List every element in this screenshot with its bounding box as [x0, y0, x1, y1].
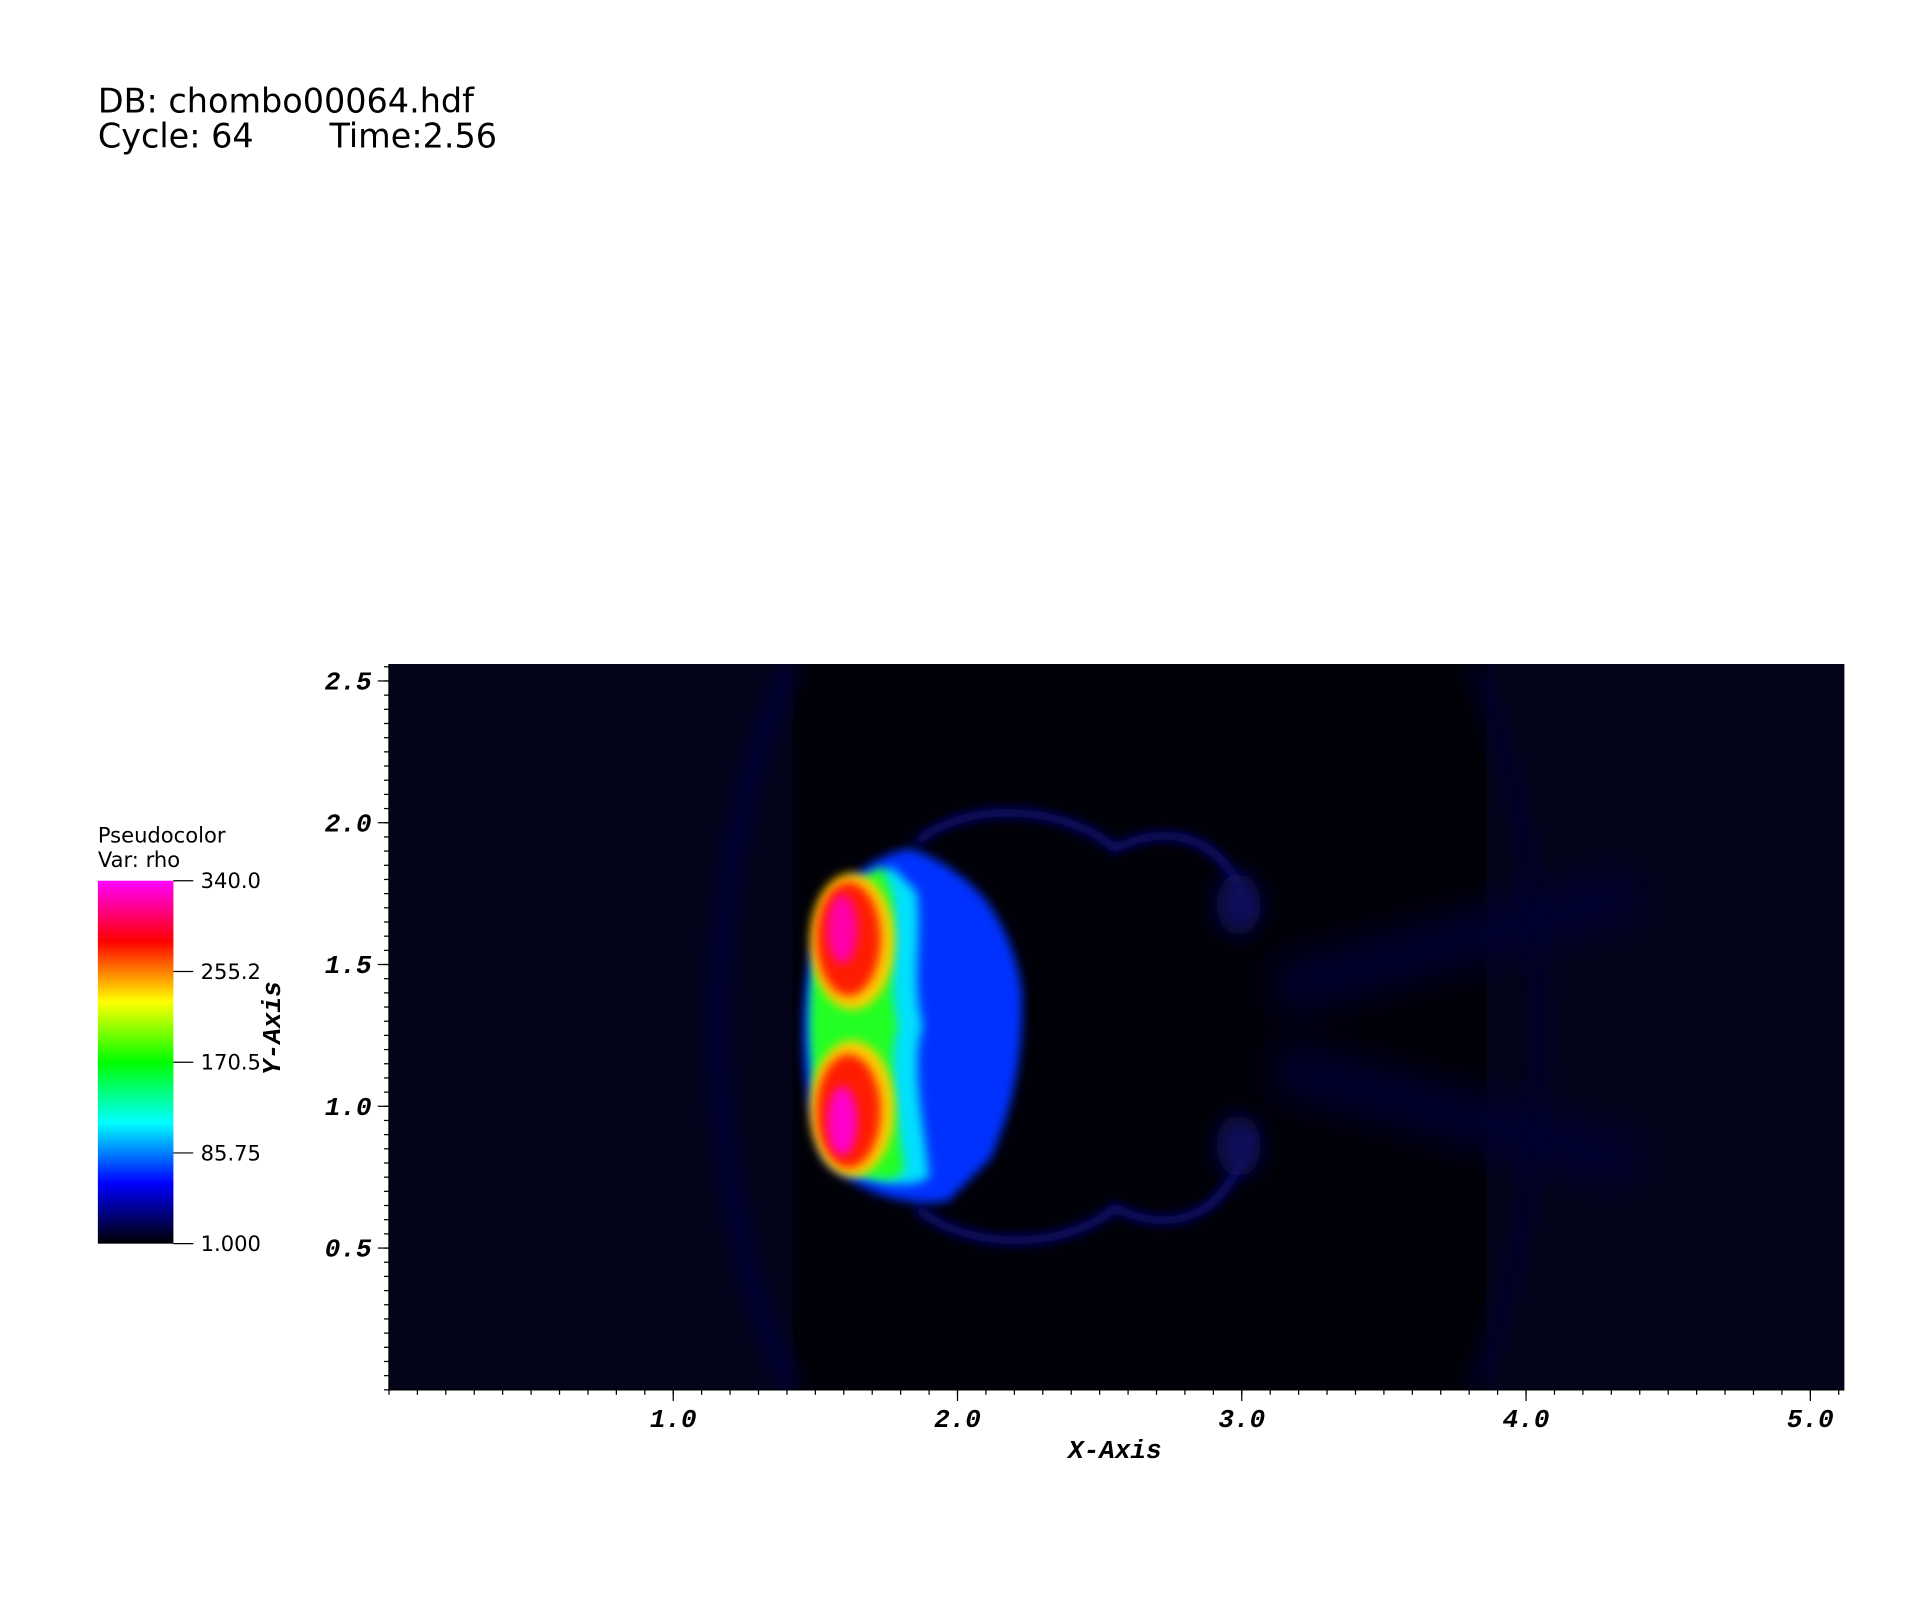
y-tick-label: 0.5: [325, 1235, 372, 1265]
y-tick-label: 1.5: [325, 951, 372, 981]
legend-tick-label: 85.75: [201, 1140, 261, 1165]
x-tick-label: 2.0: [934, 1405, 981, 1435]
x-tick-label: 3.0: [1218, 1405, 1265, 1435]
legend-tick-label: 340.0: [201, 868, 261, 893]
x-tick-label: 5.0: [1787, 1405, 1834, 1435]
y-tick-label: 2.0: [325, 809, 372, 839]
cycle-label: Cycle: 64: [98, 116, 254, 155]
x-axis-title: X-Axis: [1066, 1436, 1162, 1466]
y-tick-label: 2.5: [325, 668, 372, 698]
x-tick-label: 1.0: [650, 1405, 697, 1435]
x-tick-label: 4.0: [1503, 1405, 1550, 1435]
field: [388, 663, 1845, 1390]
legend-tick-label: 170.5: [201, 1050, 261, 1075]
db-label: DB: chombo00064.hdf: [98, 82, 475, 121]
legend-title: Pseudocolor: [98, 822, 226, 847]
time-label: Time:2.56: [328, 116, 497, 155]
legend-variable: Var: rho: [98, 847, 180, 872]
legend-tick-label: 1.000: [201, 1231, 261, 1256]
y-axis-title: Y-Axis: [258, 981, 288, 1075]
y-tick-label: 1.0: [325, 1093, 372, 1123]
legend-tick-label: 255.2: [201, 959, 261, 984]
color-bar: [97, 880, 174, 1244]
